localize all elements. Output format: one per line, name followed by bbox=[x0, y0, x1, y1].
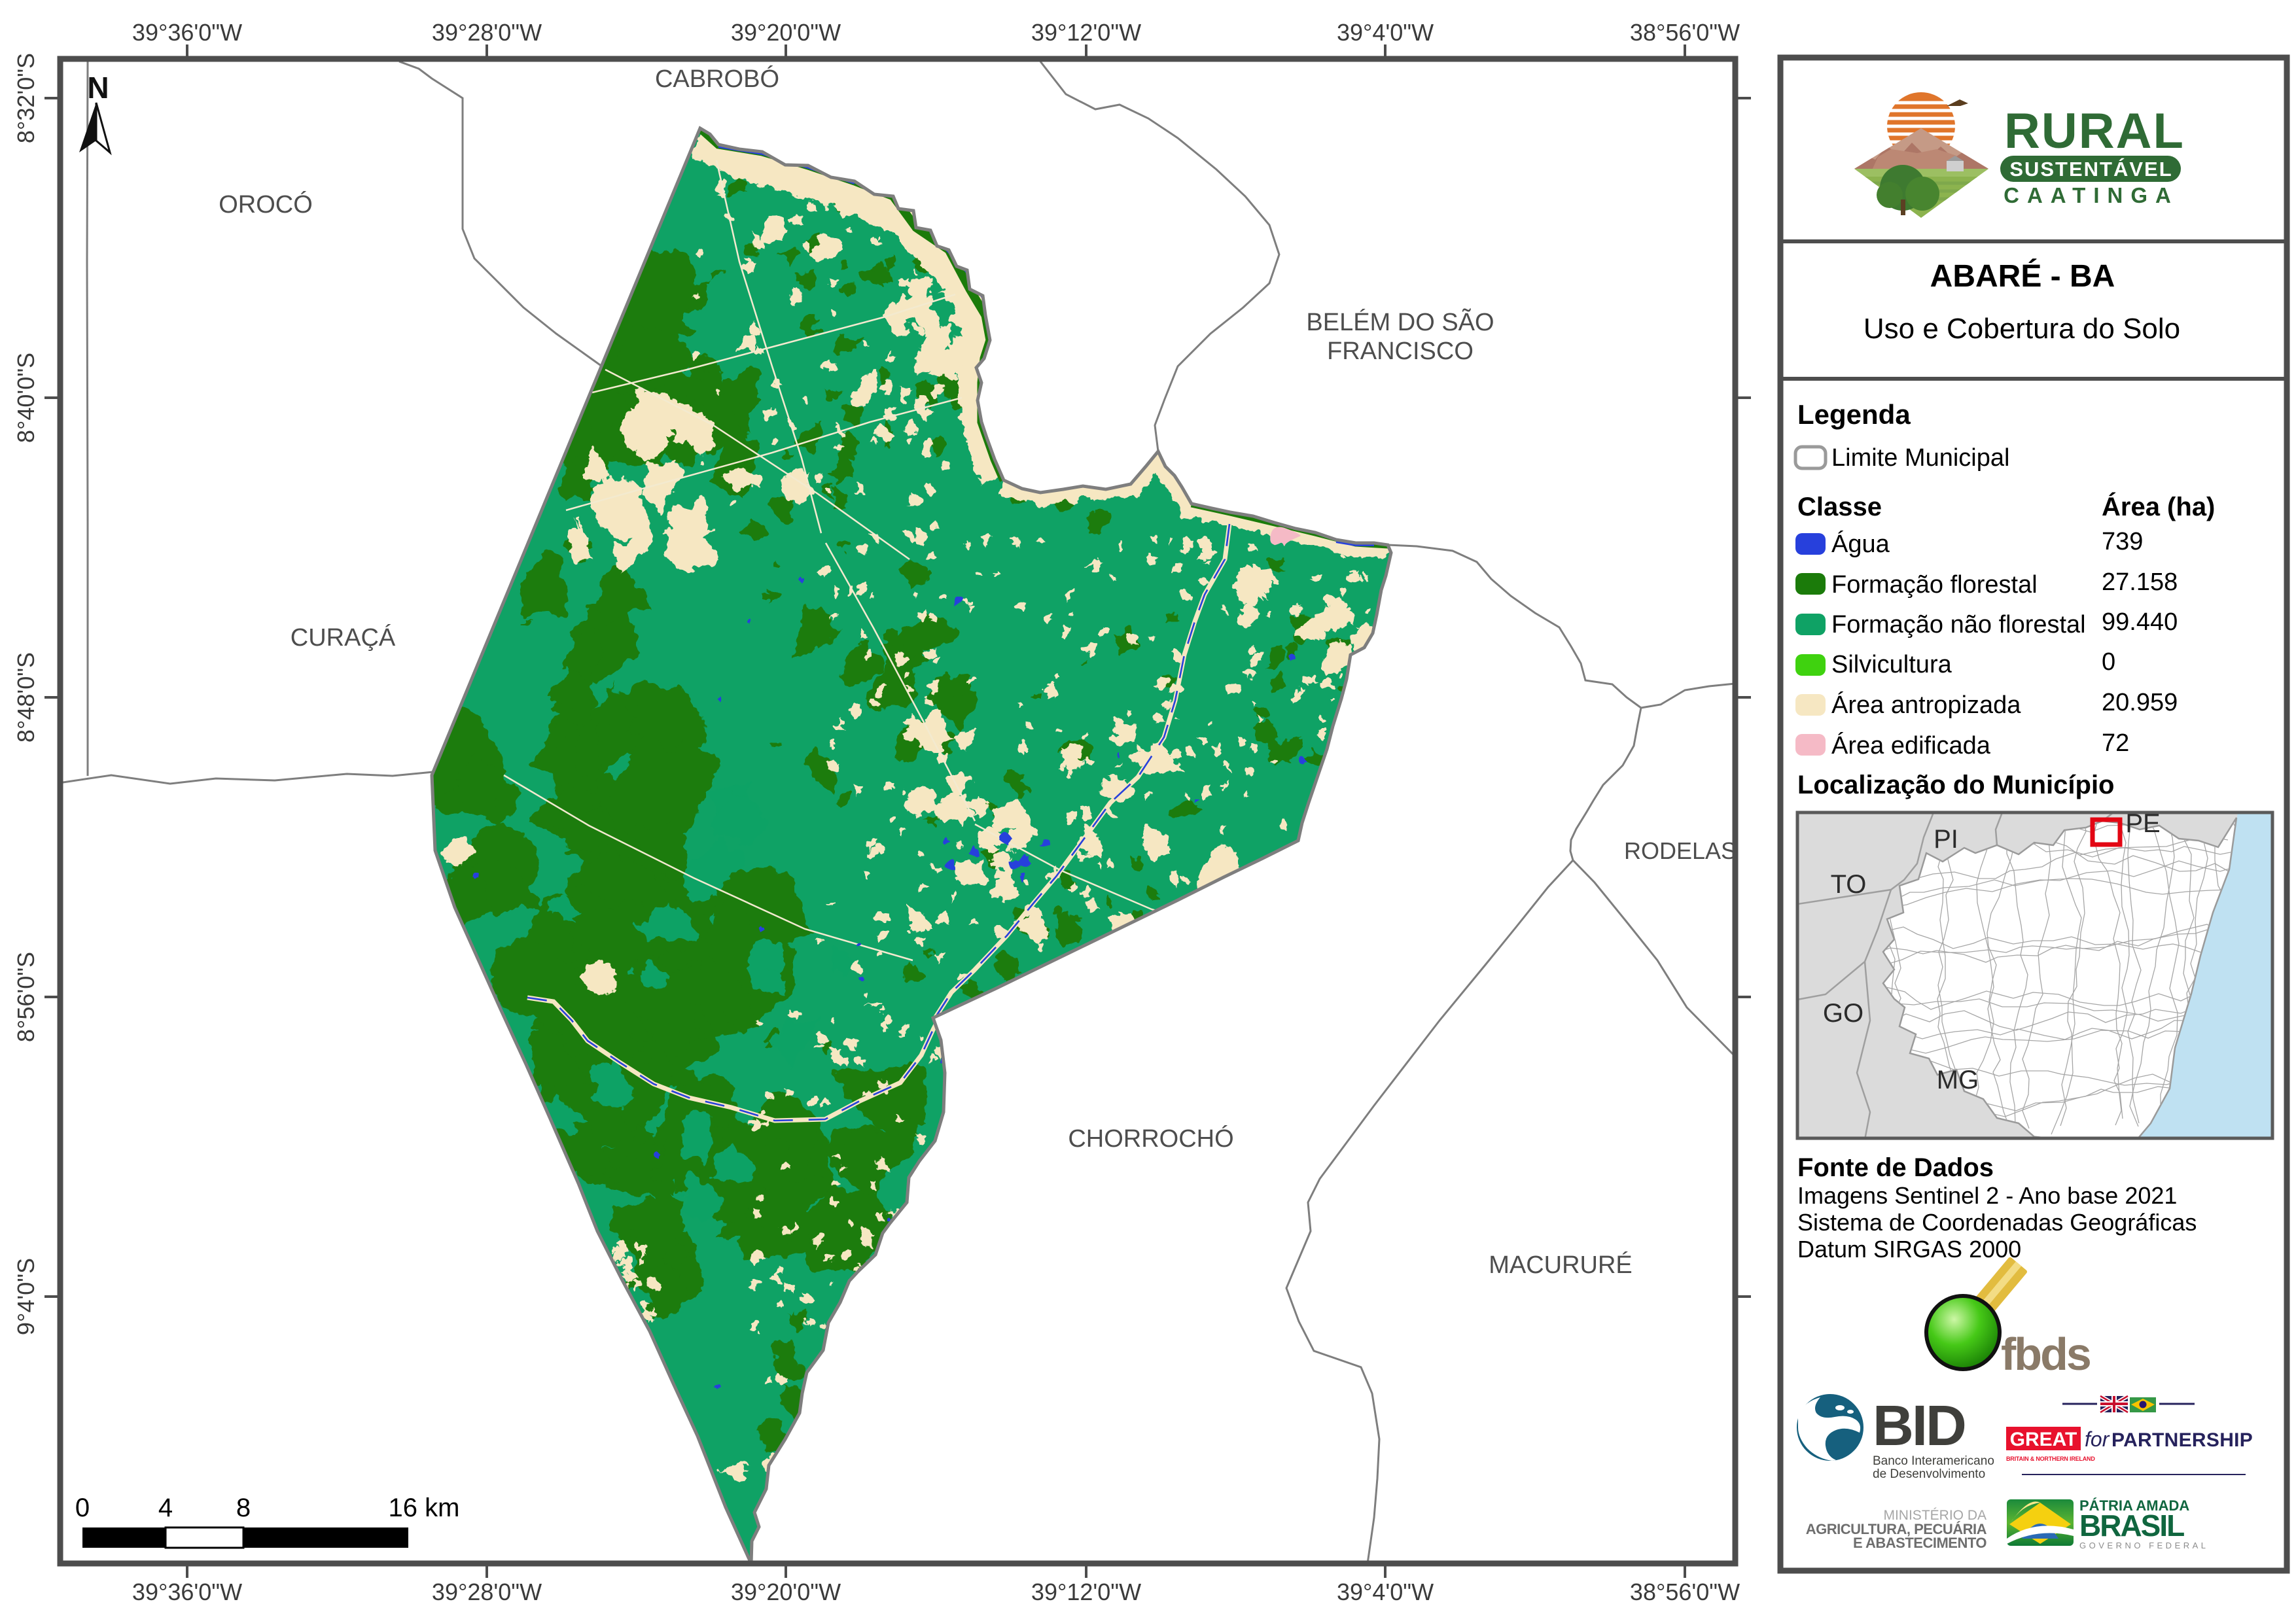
svg-text:39°20'0"W: 39°20'0"W bbox=[731, 1579, 841, 1605]
svg-text:72: 72 bbox=[2102, 729, 2129, 757]
svg-text:ABARÉ - BA: ABARÉ - BA bbox=[1930, 258, 2115, 294]
svg-text:Área edificada: Área edificada bbox=[1831, 731, 1991, 759]
svg-text:CHORROCHÓ: CHORROCHÓ bbox=[1068, 1125, 1233, 1153]
svg-text:MG: MG bbox=[1937, 1066, 1979, 1094]
svg-text:4: 4 bbox=[158, 1493, 173, 1522]
svg-text:Formação não florestal: Formação não florestal bbox=[1831, 611, 2086, 638]
svg-text:739: 739 bbox=[2102, 528, 2143, 555]
svg-text:Sistema de Coordenadas Geográf: Sistema de Coordenadas Geográficas bbox=[1797, 1209, 2197, 1236]
svg-text:39°20'0"W: 39°20'0"W bbox=[731, 19, 841, 46]
svg-text:39°12'0"W: 39°12'0"W bbox=[1031, 19, 1141, 46]
svg-text:RURAL: RURAL bbox=[2004, 103, 2185, 159]
svg-text:TO: TO bbox=[1831, 870, 1867, 899]
svg-text:PARTNERSHIP: PARTNERSHIP bbox=[2111, 1429, 2253, 1451]
svg-text:AGRICULTURA, PECUÁRIA: AGRICULTURA, PECUÁRIA bbox=[1806, 1521, 1987, 1537]
svg-text:E ABASTECIMENTO: E ABASTECIMENTO bbox=[1853, 1535, 1987, 1551]
svg-text:MINISTÉRIO DA: MINISTÉRIO DA bbox=[1883, 1508, 1987, 1523]
svg-text:Área (ha): Área (ha) bbox=[2102, 492, 2215, 521]
svg-text:MACURURÉ: MACURURÉ bbox=[1489, 1251, 1633, 1279]
svg-text:Silvicultura: Silvicultura bbox=[1831, 651, 1952, 678]
svg-text:Uso e Cobertura do Solo: Uso e Cobertura do Solo bbox=[1863, 313, 2180, 345]
svg-text:38°56'0"W: 38°56'0"W bbox=[1630, 19, 1740, 46]
svg-text:Formação florestal: Formação florestal bbox=[1831, 571, 2038, 599]
svg-text:Água: Água bbox=[1831, 530, 1890, 558]
svg-text:OROCÓ: OROCÓ bbox=[219, 190, 313, 218]
svg-text:39°36'0"W: 39°36'0"W bbox=[132, 19, 242, 46]
svg-text:CABROBÓ: CABROBÓ bbox=[655, 65, 779, 93]
svg-text:SUSTENTÁVEL: SUSTENTÁVEL bbox=[2009, 158, 2172, 181]
svg-text:16 km: 16 km bbox=[389, 1493, 460, 1522]
svg-text:0: 0 bbox=[2102, 648, 2115, 676]
svg-text:8°56'0"S: 8°56'0"S bbox=[12, 952, 39, 1042]
svg-text:Localização do Município: Localização do Município bbox=[1797, 771, 2115, 799]
svg-text:FRANCISCO: FRANCISCO bbox=[1327, 338, 1474, 365]
svg-text:PÁTRIA AMADA: PÁTRIA AMADA bbox=[2079, 1497, 2189, 1514]
svg-text:Datum SIRGAS 2000: Datum SIRGAS 2000 bbox=[1797, 1236, 2021, 1263]
svg-text:for: for bbox=[2085, 1427, 2110, 1451]
svg-text:39°4'0"W: 39°4'0"W bbox=[1337, 19, 1434, 46]
svg-text:BRITAIN & NORTHERN IRELAND: BRITAIN & NORTHERN IRELAND bbox=[2006, 1456, 2095, 1462]
svg-text:BRASIL: BRASIL bbox=[2079, 1509, 2184, 1543]
svg-text:BELÉM DO SÃO: BELÉM DO SÃO bbox=[1306, 308, 1494, 336]
svg-text:Banco Interamericano: Banco Interamericano bbox=[1873, 1454, 1994, 1468]
svg-text:39°28'0"W: 39°28'0"W bbox=[432, 1579, 542, 1605]
svg-text:39°12'0"W: 39°12'0"W bbox=[1031, 1579, 1141, 1605]
svg-text:Fonte de Dados: Fonte de Dados bbox=[1797, 1153, 1994, 1182]
svg-text:de Desenvolvimento: de Desenvolvimento bbox=[1873, 1467, 1985, 1481]
svg-text:38°56'0"W: 38°56'0"W bbox=[1630, 1579, 1740, 1605]
svg-text:Classe: Classe bbox=[1797, 493, 1882, 521]
svg-text:Área antropizada: Área antropizada bbox=[1831, 691, 2021, 719]
svg-text:Imagens Sentinel 2 - Ano base: Imagens Sentinel 2 - Ano base 2021 bbox=[1797, 1182, 2177, 1209]
svg-text:8°40'0"S: 8°40'0"S bbox=[12, 353, 39, 443]
svg-text:N: N bbox=[87, 71, 109, 105]
svg-text:Legenda: Legenda bbox=[1797, 399, 1911, 430]
svg-text:PE: PE bbox=[2125, 809, 2160, 838]
svg-text:PI: PI bbox=[1934, 825, 1958, 854]
svg-text:39°28'0"W: 39°28'0"W bbox=[432, 19, 542, 46]
svg-text:GOVERNO FEDERAL: GOVERNO FEDERAL bbox=[2079, 1541, 2209, 1550]
svg-text:GREAT: GREAT bbox=[2010, 1429, 2077, 1450]
svg-text:39°36'0"W: 39°36'0"W bbox=[132, 1579, 242, 1605]
svg-text:8: 8 bbox=[236, 1493, 251, 1522]
svg-text:fbds: fbds bbox=[2001, 1329, 2091, 1380]
svg-text:CAATINGA: CAATINGA bbox=[2004, 183, 2179, 207]
svg-text:GO: GO bbox=[1823, 999, 1863, 1028]
svg-text:39°4'0"W: 39°4'0"W bbox=[1337, 1579, 1434, 1605]
svg-text:20.959: 20.959 bbox=[2102, 689, 2178, 716]
svg-text:99.440: 99.440 bbox=[2102, 608, 2178, 636]
svg-text:RODELAS: RODELAS bbox=[1624, 837, 1737, 864]
svg-text:Limite Municipal: Limite Municipal bbox=[1831, 444, 2009, 472]
svg-text:8°32'0"S: 8°32'0"S bbox=[12, 53, 39, 143]
svg-text:8°48'0"S: 8°48'0"S bbox=[12, 652, 39, 742]
svg-text:9°4'0"S: 9°4'0"S bbox=[12, 1258, 39, 1335]
svg-text:CURAÇÁ: CURAÇÁ bbox=[291, 623, 396, 652]
svg-text:0: 0 bbox=[75, 1493, 90, 1522]
svg-text:BID: BID bbox=[1873, 1394, 1965, 1457]
svg-text:27.158: 27.158 bbox=[2102, 568, 2178, 596]
